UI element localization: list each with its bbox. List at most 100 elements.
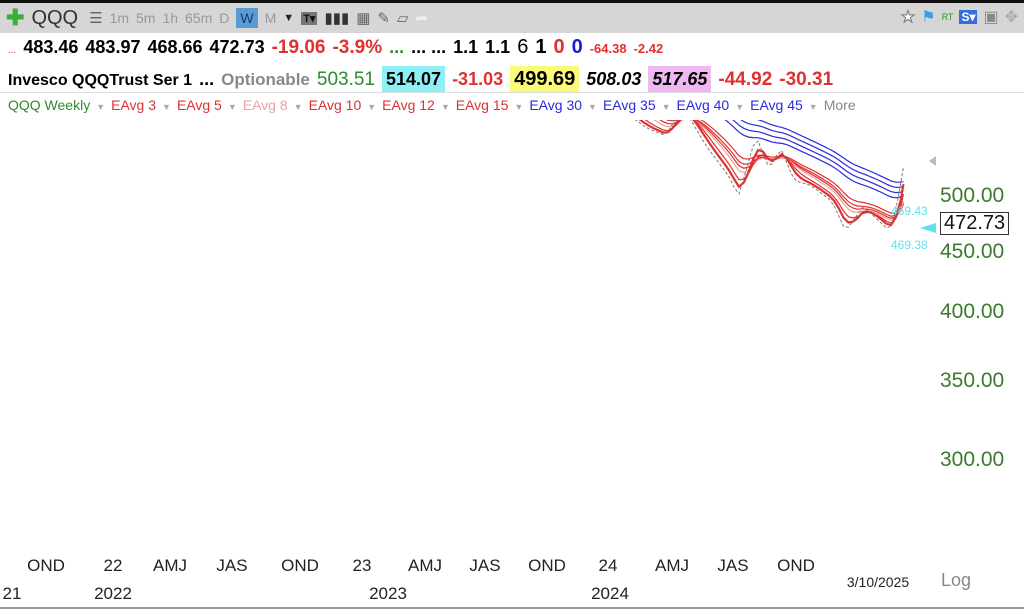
x-tick: AMJ <box>408 556 442 575</box>
legend-item[interactable]: EAvg 3 <box>111 97 157 113</box>
info-value-1: 503.51 <box>316 69 375 90</box>
symbol-field[interactable]: QQQ <box>31 6 79 29</box>
dropdown-icon[interactable]: ▼ <box>735 102 745 112</box>
ema-5-line <box>644 120 904 224</box>
x-tick: JAS <box>216 556 248 575</box>
price-label-cyan: 469.43 <box>891 204 928 218</box>
dropdown-icon[interactable]: ▼ <box>96 102 106 112</box>
info-value-8: -30.31 <box>779 69 834 90</box>
timeframe-1m[interactable]: 1m <box>109 10 130 26</box>
info-value-5: 508.03 <box>586 69 642 89</box>
dots: ... ... <box>411 37 447 57</box>
move-icon[interactable]: ✥ <box>1004 9 1018 26</box>
x-tick: 24 <box>598 556 618 575</box>
x-tick: 23 <box>352 556 372 575</box>
toolbar: ✚ QQQ ☰ 1m 5m 1h 65m D W M ▼ T▾ ▮▮▮ ▦ ✎ … <box>0 0 1024 33</box>
note-icon[interactable]: ▱ <box>396 10 409 27</box>
indicator-legend: QQQ Weekly ▼ EAvg 3 ▼ EAvg 5 ▼ EAvg 8 ▼ EAvg 10… <box>0 97 856 113</box>
info-value-4: 499.69 <box>510 66 580 93</box>
value-0-red: 0 <box>553 36 565 58</box>
x-year: 2022 <box>94 584 132 603</box>
legend-item[interactable]: EAvg 30 <box>529 97 583 113</box>
dropdown-icon[interactable]: ▼ <box>514 102 524 112</box>
scan-button[interactable]: S▾ <box>959 10 978 24</box>
ema-35-line <box>732 120 904 194</box>
legend-item[interactable]: EAvg 35 <box>602 97 656 113</box>
legend-item[interactable]: EAvg 10 <box>308 97 362 113</box>
change-pct: -3.9% <box>332 37 383 58</box>
add-symbol-icon[interactable]: ✚ <box>6 5 25 30</box>
x-tick: OND <box>528 556 566 575</box>
x-tick: AMJ <box>153 556 187 575</box>
timeframe-1h[interactable]: 1h <box>162 10 179 26</box>
high-value: 483.97 <box>85 37 141 57</box>
legend-item[interactable]: EAvg 12 <box>382 97 435 113</box>
optionable-label: Optionable <box>221 70 310 89</box>
value-1-1b: 1.1 <box>485 37 511 57</box>
timeframe-65m[interactable]: 65m <box>185 10 213 26</box>
timeframe-dropdown-icon[interactable]: ▼ <box>283 12 295 24</box>
legend-item[interactable]: EAvg 8 <box>242 97 288 113</box>
open-value: 483.46 <box>23 37 79 57</box>
ema-40-line <box>740 120 904 189</box>
log-toggle[interactable]: Log <box>940 570 972 590</box>
info-value-6: 517.65 <box>648 66 712 93</box>
x-tick: JAS <box>717 556 749 575</box>
list-icon[interactable]: ☰ <box>89 10 103 27</box>
save-icon[interactable]: ▣ <box>983 9 999 26</box>
quote-row: ... 483.46 483.97 468.66 472.73 -19.06 -… <box>0 36 663 59</box>
price-line <box>634 120 904 229</box>
value-1-1a: 1.1 <box>453 37 479 57</box>
grid-add-icon[interactable]: ▦ <box>356 10 371 27</box>
info-value-7: -44.92 <box>718 69 773 90</box>
dropdown-icon[interactable]: ▼ <box>227 102 237 112</box>
dropdown-icon[interactable]: ▼ <box>440 102 450 112</box>
dropdown-icon[interactable]: ▼ <box>162 102 171 112</box>
legend-item[interactable]: EAvg 40 <box>676 97 730 113</box>
x-tick: OND <box>281 556 319 575</box>
collapse-icon[interactable] <box>929 156 936 166</box>
star-icon[interactable]: ★ <box>900 9 916 27</box>
timeframe-d[interactable]: D <box>219 10 230 26</box>
dropdown-icon[interactable]: ▼ <box>293 102 303 112</box>
legend-main[interactable]: QQQ Weekly <box>8 97 91 113</box>
flag-icon[interactable]: ⚑ <box>921 9 936 26</box>
dropdown-icon[interactable]: ▼ <box>367 102 377 112</box>
x-tick: OND <box>27 556 65 575</box>
bar-chart-icon[interactable]: ▮▮▮ <box>324 10 350 27</box>
timeframe-5m[interactable]: 5m <box>136 10 156 26</box>
low-value: 468.66 <box>147 37 203 57</box>
legend-item[interactable]: EAvg 15 <box>455 97 509 113</box>
timeframe-m[interactable]: M <box>264 10 277 26</box>
ema-15-line <box>700 120 904 214</box>
info-dots: ... <box>199 69 215 89</box>
text-tool-icon[interactable]: T▾ <box>301 11 318 25</box>
change-value-2: -64.38 <box>589 41 627 56</box>
pencil-icon[interactable]: ✎ <box>377 10 390 27</box>
bottom-border <box>0 607 1024 609</box>
dots-green: ... <box>389 37 405 57</box>
realtime-label[interactable]: RT <box>941 12 954 22</box>
ema-12-line <box>665 120 904 217</box>
value-1: 1 <box>535 36 547 58</box>
legend-more[interactable]: More <box>823 97 856 113</box>
ema-30-line <box>724 120 904 199</box>
price-marker-icon <box>920 223 936 233</box>
dropdown-icon[interactable]: ▼ <box>661 102 671 112</box>
share-icon[interactable]: ➦ <box>415 10 429 27</box>
x-tick: 22 <box>103 556 123 575</box>
x-year: 21 <box>2 584 22 603</box>
change-value: -19.06 <box>271 37 326 58</box>
legend-item[interactable]: EAvg 5 <box>176 97 222 113</box>
x-tick: OND <box>777 556 815 575</box>
security-name: Invesco QQQTrust Ser 1 <box>8 72 193 89</box>
x-year: 2023 <box>369 584 407 603</box>
dropdown-icon[interactable]: ▼ <box>588 102 597 112</box>
legend-item[interactable]: EAvg 45 <box>750 97 803 113</box>
dropdown-icon[interactable]: ▼ <box>808 102 818 112</box>
info-value-3: -31.03 <box>452 69 504 89</box>
info-row: Invesco QQQTrust Ser 1 ... Optionable 50… <box>0 66 833 93</box>
timeframe-w[interactable]: W <box>236 8 258 28</box>
price-label-cyan: 469.38 <box>891 238 928 252</box>
price-chart[interactable] <box>0 120 1024 545</box>
